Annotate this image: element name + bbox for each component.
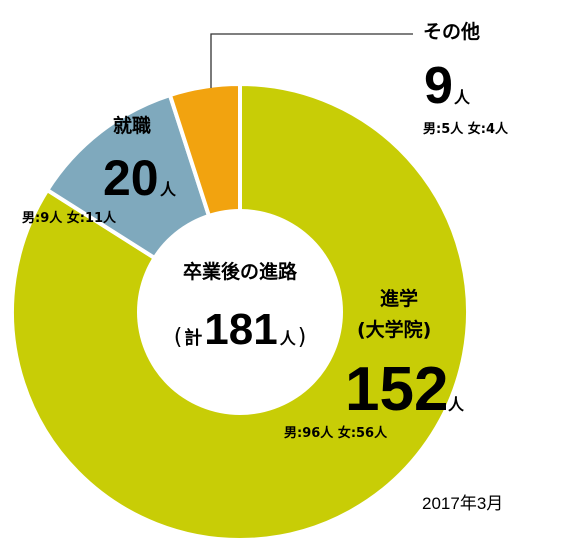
slice-label-sonota: その他 (423, 20, 480, 43)
slice-unit-shingaku: 人 (448, 395, 465, 414)
center-open-paren: ( (174, 325, 183, 350)
center-total: (計181 人) (174, 305, 307, 354)
slice-label-shushoku: 就職 (113, 114, 151, 137)
donut-hole (137, 209, 343, 415)
slice-sublabel-shingaku: (大学院) (357, 318, 431, 341)
slice-detail-shingaku: 男:96人 女:56人 (284, 425, 388, 441)
slice-unit-shushoku: 人 (160, 180, 177, 199)
slice-value-shushoku: 20 (103, 150, 159, 206)
center-close-paren: ) (298, 325, 307, 350)
chart-date: 2017年3月 (422, 494, 503, 513)
slice-detail-sonota: 男:5人 女:4人 (423, 121, 509, 137)
slice-label-shingaku: 進学 (380, 287, 418, 310)
leader-line-sonota (210, 33, 413, 88)
slice-value-shingaku: 152 (345, 355, 448, 424)
center-title: 卒業後の進路 (183, 260, 298, 283)
slice-unit-sonota: 人 (454, 88, 471, 107)
center-total-prefix: 計 (184, 327, 202, 349)
center-total-unit: 人 (280, 329, 297, 348)
center-total-value: 181 (204, 305, 277, 354)
slice-detail-shushoku: 男:9人 女:11人 (22, 210, 117, 226)
slice-value-sonota: 9 (424, 57, 453, 115)
